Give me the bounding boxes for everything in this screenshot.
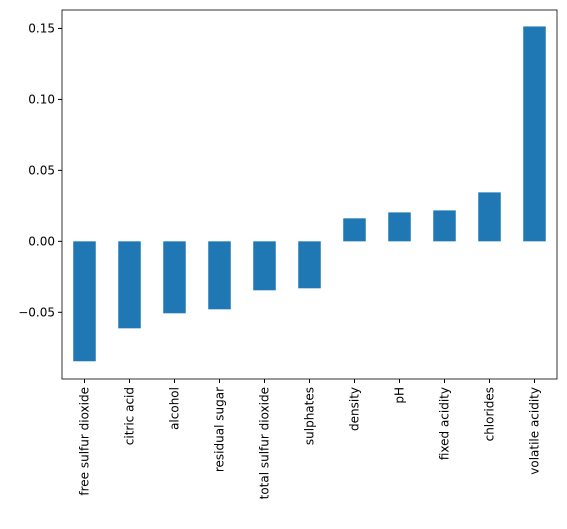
y-tick-label: 0.15 xyxy=(28,21,55,35)
y-tick-label: 0.00 xyxy=(28,234,55,248)
x-tick-label: total sulfur dioxide xyxy=(258,387,272,499)
x-tick-label: pH xyxy=(393,387,407,404)
bar xyxy=(388,212,411,242)
x-tick-label: density xyxy=(348,387,362,431)
x-tick-label: volatile acidity xyxy=(528,387,542,475)
bar xyxy=(118,241,141,329)
bar xyxy=(253,241,276,291)
y-tick-label: −0.05 xyxy=(18,305,55,319)
y-tick-label: 0.05 xyxy=(28,163,55,177)
bar xyxy=(298,241,321,289)
bar xyxy=(163,241,186,314)
x-tick-label: fixed acidity xyxy=(438,387,452,460)
y-tick-label: 0.10 xyxy=(28,92,55,106)
bar xyxy=(343,218,366,242)
x-tick-label: free sulfur dioxide xyxy=(78,387,92,496)
x-tick-label: citric acid xyxy=(123,387,137,445)
bar xyxy=(433,210,456,242)
bar xyxy=(478,192,501,242)
x-tick-label: sulphates xyxy=(303,387,317,445)
x-tick-label: alcohol xyxy=(168,387,182,430)
x-tick-label: residual sugar xyxy=(213,387,227,472)
bar xyxy=(208,241,231,310)
x-tick-label: chlorides xyxy=(483,387,497,441)
bar xyxy=(73,241,96,362)
axes-frame xyxy=(61,9,558,380)
bar xyxy=(523,26,546,242)
